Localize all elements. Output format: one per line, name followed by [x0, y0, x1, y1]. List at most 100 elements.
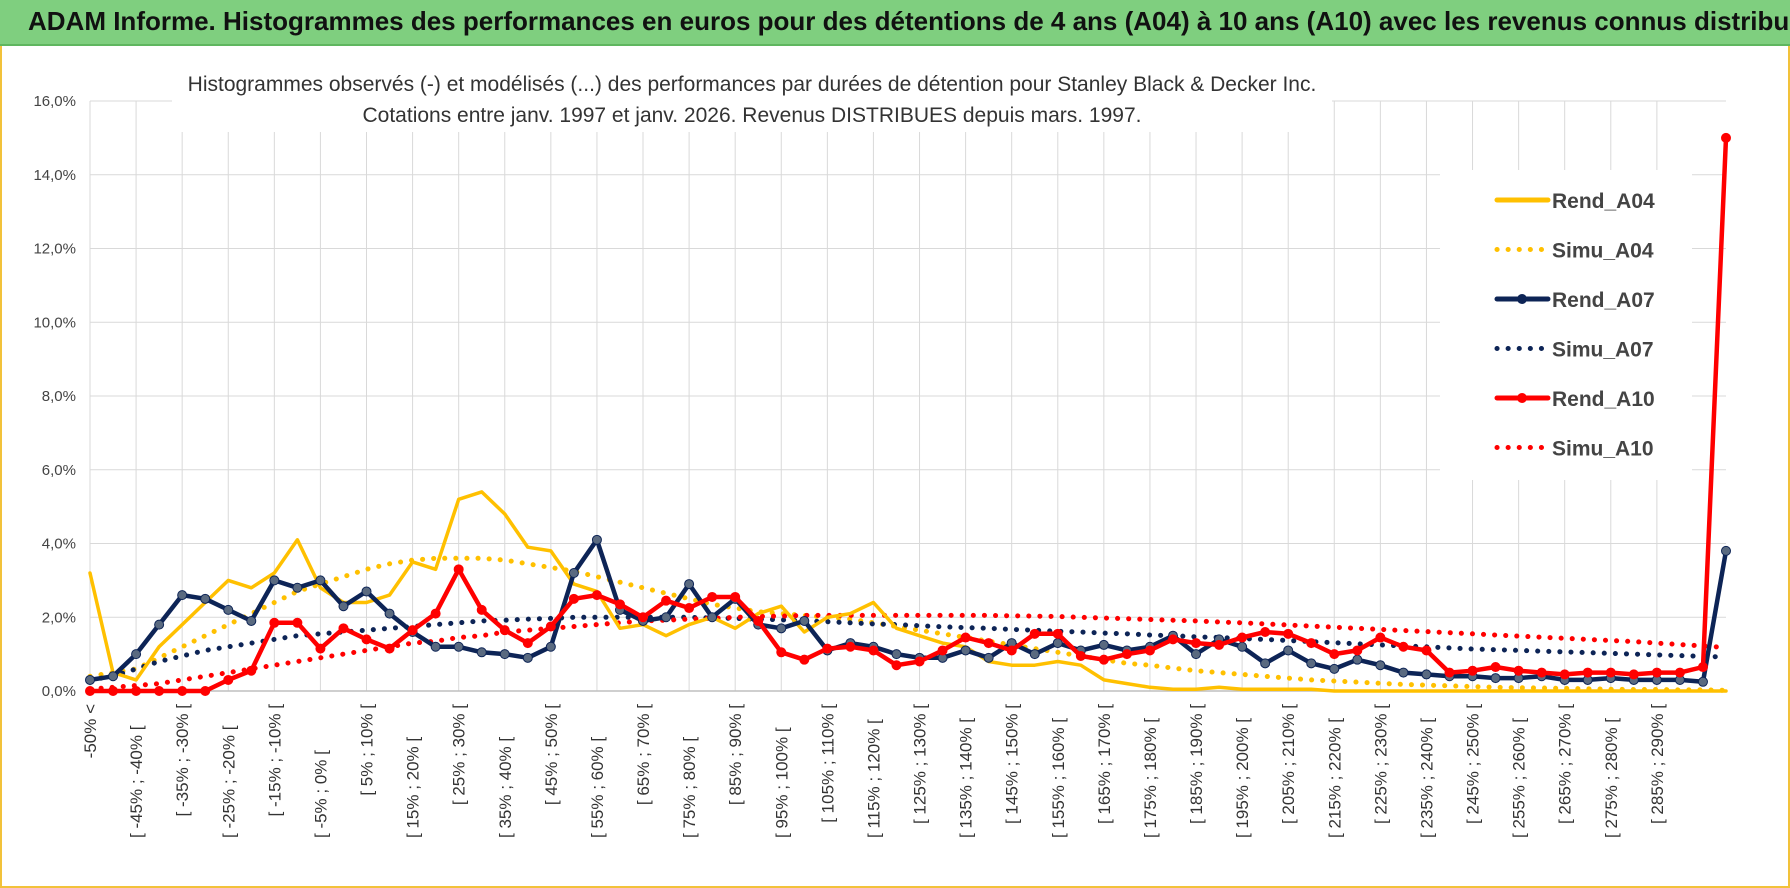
- simu-a04-line: [87, 555, 1729, 693]
- x-tick-label: [ 25% ; 30% [: [450, 704, 469, 805]
- rend-a10-point: [453, 564, 464, 575]
- x-tick-label: [ 55% ; 60% [: [588, 737, 607, 838]
- rend-a10-point: [1283, 628, 1294, 639]
- x-tick-label: [ -15% ; -10% [: [265, 704, 284, 817]
- rend-a10-point: [730, 591, 741, 602]
- rend-a10-point: [1191, 638, 1202, 649]
- x-tick-label: [ 215% ; 220% [: [1325, 718, 1344, 838]
- rend-a10-point: [361, 634, 372, 645]
- x-tick-label: [ 75% ; 80% [: [680, 737, 699, 838]
- rend-a07-point: [476, 647, 487, 658]
- rend-a10-point: [1605, 667, 1616, 678]
- rend-a10-point: [1628, 669, 1639, 680]
- rend-a07-point: [1029, 649, 1040, 660]
- x-tick-label: [ 35% ; 40% [: [496, 737, 515, 838]
- x-tick-label: [ 15% ; 20% [: [404, 737, 423, 838]
- rend-a10-point: [799, 654, 810, 665]
- y-tick-label: 12,0%: [33, 241, 76, 258]
- x-tick-label: [ 5% ; 10% [: [358, 704, 377, 796]
- rend-a07-point: [108, 671, 119, 682]
- rend-a10-point: [1398, 641, 1409, 652]
- rend-a10-point: [177, 686, 188, 696]
- rend-a07-point: [1421, 669, 1432, 680]
- rend-a10-point: [269, 617, 280, 628]
- rend-a10-point: [545, 621, 556, 632]
- x-tick-label: [ 95% ; 100% [: [772, 727, 791, 838]
- rend-a10-point: [983, 638, 994, 649]
- x-tick-label: [ 65% ; 70% [: [634, 704, 653, 805]
- rend-a10-point: [292, 617, 303, 628]
- rend-a07-point: [1098, 639, 1109, 650]
- rend-a07-point: [338, 601, 349, 612]
- rend-a10-point: [85, 686, 95, 696]
- rend-a10-point: [1167, 634, 1178, 645]
- rend-a10-point: [1098, 654, 1109, 665]
- rend-a10-point: [591, 590, 602, 601]
- legend-label-rend-a10: Rend_A10: [1552, 388, 1655, 411]
- simu-a10-line: [87, 612, 1729, 692]
- x-tick-label: -50% <: [81, 704, 100, 758]
- rend-a07-point: [246, 615, 257, 626]
- rend-a07-point: [154, 619, 165, 630]
- rend-a10-point: [868, 645, 879, 656]
- rend-a10-point: [131, 686, 142, 696]
- legend-box: [1440, 170, 1692, 480]
- rend-a10-point: [1006, 645, 1017, 656]
- rend-a10-point: [960, 632, 971, 643]
- report-banner: ADAM Informe. Histogrammes des performan…: [0, 0, 1790, 46]
- rend-a10-point: [638, 612, 649, 623]
- rend-a10-point: [1237, 632, 1248, 643]
- rend-a07-point: [1398, 667, 1409, 678]
- rend-a10-point: [1490, 662, 1501, 673]
- rend-a10-point: [1721, 132, 1731, 143]
- rend-a07-point: [315, 575, 326, 586]
- rend-a07-point: [960, 645, 971, 656]
- rend-a10-point: [499, 625, 510, 636]
- x-tick-label: [ 195% ; 200% [: [1233, 718, 1252, 838]
- x-tick-label: [ 255% ; 260% [: [1510, 718, 1529, 838]
- rend-a10-point: [108, 686, 119, 696]
- x-tick-label: [ 105% ; 110% [: [818, 704, 837, 823]
- rend-a10-point: [1582, 667, 1593, 678]
- rend-a10-point: [1352, 645, 1363, 656]
- rend-a10-point: [476, 604, 487, 615]
- legend-label-rend-a04: Rend_A04: [1552, 190, 1655, 213]
- x-tick-label: [ 205% ; 210% [: [1279, 704, 1298, 824]
- rend-a07-point: [1375, 660, 1386, 671]
- rend-a10-point: [1260, 627, 1271, 637]
- rend-a07-point: [177, 590, 188, 601]
- rend-a10-point: [753, 615, 764, 626]
- x-tick-label: [ 85% ; 90% [: [726, 704, 745, 805]
- legend-marker-rend-a10: [1517, 393, 1527, 403]
- y-tick-label: 16,0%: [33, 93, 76, 110]
- rend-a10-point: [338, 623, 349, 634]
- rend-a07-point: [430, 641, 441, 652]
- rend-a10-point: [1075, 650, 1086, 661]
- rend-a10-point: [223, 674, 234, 685]
- rend-a07-point: [983, 652, 994, 663]
- rend-a10-point: [1674, 667, 1685, 678]
- series-layer: [85, 132, 1731, 696]
- legend-label-rend-a07: Rend_A07: [1552, 289, 1655, 312]
- x-tick-label: [ 45% ; 50% [: [542, 704, 561, 805]
- rend-a10-point: [407, 625, 418, 636]
- rend-a07-point: [707, 612, 718, 623]
- rend-a10-point: [1121, 649, 1132, 660]
- rend-a07-point: [1490, 673, 1501, 684]
- rend-a10-point: [937, 645, 948, 656]
- rend-a07-point: [1283, 645, 1294, 656]
- x-tick-label: [ 265% ; 270% [: [1556, 704, 1575, 824]
- rend-a10-point: [822, 643, 833, 654]
- rend-a10-point: [1375, 632, 1386, 643]
- x-tick-label: [ -25% ; -20% [: [219, 725, 238, 838]
- x-tick-label: [ 155% ; 160% [: [1049, 718, 1068, 838]
- rend-a10-point: [1513, 665, 1524, 676]
- rend-a10-point: [384, 643, 395, 654]
- y-tick-label: 0,0%: [42, 683, 76, 700]
- rend-a07-point: [1329, 663, 1340, 674]
- rend-a07-point: [799, 615, 810, 626]
- x-tick-label: [ 135% ; 140% [: [957, 718, 976, 838]
- x-tick-label: [ -45% ; -40% [: [127, 725, 146, 838]
- legend-marker-rend-a07: [1517, 294, 1527, 304]
- x-tick-label: [ 165% ; 170% [: [1095, 704, 1114, 824]
